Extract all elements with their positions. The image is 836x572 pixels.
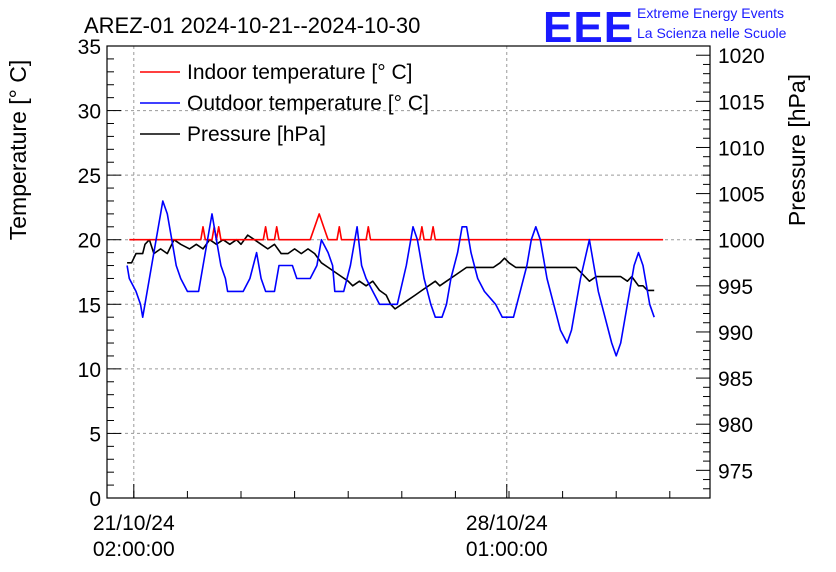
- logo-text-line1: Extreme Energy Events: [637, 5, 784, 21]
- logo-mark: EEE: [543, 3, 634, 52]
- legend: Indoor temperature [° C] Outdoor temperat…: [140, 61, 429, 146]
- legend-entry-outdoor-label: Outdoor temperature [° C]: [187, 92, 429, 115]
- x-axis-tick-label-date: 28/10/24: [466, 512, 548, 535]
- right-axis-tick-label: 1020: [718, 45, 765, 68]
- left-axis: 0 5 10 15 20 25 30 35: [78, 36, 121, 511]
- series-lines: [126, 200, 664, 357]
- right-axis-tick-label: 990: [718, 322, 753, 345]
- x-axis-tick-label-date: 21/10/24: [93, 512, 175, 535]
- right-axis-tick-label: 985: [718, 368, 753, 391]
- left-axis-tick-label: 25: [78, 165, 101, 188]
- plot-frame: [106, 45, 711, 499]
- left-axis-tick-label: 0: [89, 488, 101, 511]
- left-axis-title: Temperature [° C]: [5, 60, 31, 241]
- left-axis-tick-label: 10: [78, 359, 101, 382]
- left-axis-tick-label: 15: [78, 294, 101, 317]
- left-axis-tick-label: 30: [78, 101, 101, 124]
- right-axis-tick-label: 980: [718, 414, 753, 437]
- legend-entry-indoor-label: Indoor temperature [° C]: [187, 61, 413, 84]
- chart-title: AREZ-01 2024-10-21--2024-10-30: [84, 13, 420, 38]
- left-axis-tick-label: 5: [89, 423, 101, 446]
- eee-logo: EEE Extreme Energy Events La Scienza nel…: [543, 3, 787, 52]
- legend-entry-pressure-label: Pressure [hPa]: [187, 123, 326, 146]
- right-axis-tick-label: 1015: [718, 91, 765, 114]
- series-line-1: [126, 200, 655, 357]
- right-axis-tick-label: 1010: [718, 137, 765, 160]
- x-axis-tick-label-time: 02:00:00: [93, 538, 175, 561]
- right-axis-tick-label: 995: [718, 276, 753, 299]
- x-axis-tick-label-time: 01:00:00: [466, 538, 548, 561]
- left-axis-tick-label: 20: [78, 230, 101, 253]
- right-axis-tick-label: 975: [718, 460, 753, 483]
- left-axis-tick-label: 35: [78, 36, 101, 59]
- logo-text-line2: La Scienza nelle Scuole: [637, 25, 787, 41]
- right-axis-tick-label: 1000: [718, 230, 765, 253]
- x-axis: 21/10/24 02:00:00 28/10/24 01:00:00: [93, 484, 671, 561]
- right-axis: 975 980 985 990 995 1000 1005 1010 1015 1020: [696, 45, 765, 499]
- right-axis-title: Pressure [hPa]: [784, 74, 810, 226]
- right-axis-tick-label: 1005: [718, 184, 765, 207]
